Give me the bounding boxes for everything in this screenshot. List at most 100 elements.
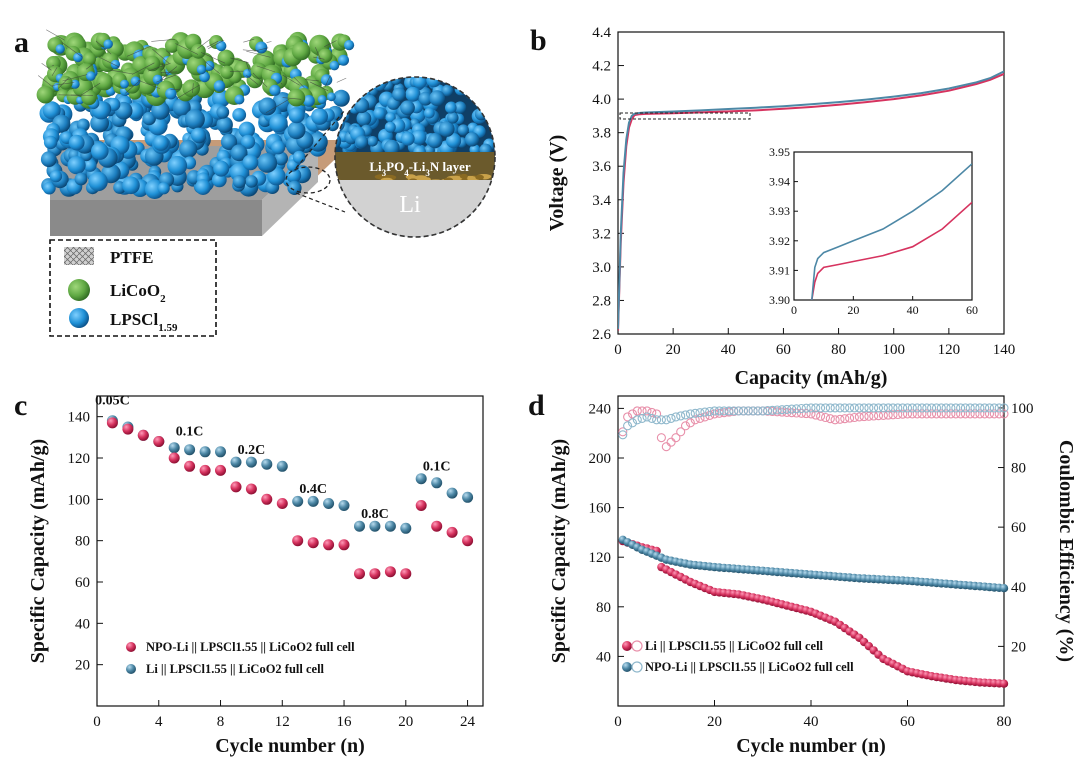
panel-d-ce-point xyxy=(738,406,749,416)
panel-d-letter: d xyxy=(528,389,545,422)
legend-lpscl-label: LPSCl1.59 xyxy=(110,310,178,334)
panel-d-ce-point xyxy=(661,415,671,425)
panel-c-ytick-label: 20 xyxy=(75,658,90,674)
panel-c-point xyxy=(230,481,242,493)
panel-c-ytick-label: 60 xyxy=(75,575,90,591)
panel-d-ce-point xyxy=(806,403,816,413)
panel-d-xlabel: Cycle number (n) xyxy=(736,735,886,757)
panel-c-point xyxy=(338,500,350,511)
panel-b-ytick-label: 3.0 xyxy=(592,260,611,276)
panel-d-ce-point xyxy=(936,409,946,419)
panel-d-ce-point xyxy=(922,403,932,413)
panel-d-ce-point xyxy=(951,403,961,413)
panel-b-xtick-label: 140 xyxy=(993,342,1016,358)
panel-d-ce-point xyxy=(859,412,869,422)
panel-c-point xyxy=(323,539,335,551)
panel-d-ce-point xyxy=(777,407,787,417)
panel-b-letter: b xyxy=(530,24,547,57)
panel-d-ce-point xyxy=(888,410,898,420)
panel-d-ce-point xyxy=(811,403,821,413)
panel-d-capacity-points xyxy=(618,535,1009,688)
panel-c-rate-label: 0.2C xyxy=(238,443,266,458)
panel-d-ce-point xyxy=(830,403,840,413)
panel-b-inset-frame xyxy=(793,151,973,301)
panel-c-point xyxy=(168,452,180,464)
panel-d-ce-point xyxy=(984,409,995,419)
panel-d-ce-point xyxy=(787,404,797,414)
panel-d-ce-point xyxy=(623,421,633,431)
panel-b-inset-ytick-label: 3.90 xyxy=(769,293,790,307)
li-label: Li xyxy=(399,192,421,218)
panel-d-capacity-point xyxy=(999,584,1009,593)
panel-d-ce-point xyxy=(676,427,686,437)
panel-d-ce-point xyxy=(820,412,831,423)
legend-licoo2-label: LiCoO2 xyxy=(110,281,166,305)
panel-d-ce-point xyxy=(883,403,893,413)
panel-d-ce-point xyxy=(946,403,956,413)
legend-marker-icon xyxy=(126,664,136,674)
panel-b-inset-series xyxy=(811,163,972,300)
panel-d-ce-point xyxy=(695,408,705,418)
panel-b-xtick-label: 80 xyxy=(831,342,846,358)
panel-d-ce-point xyxy=(893,409,903,420)
panel-d-ce-point xyxy=(989,409,999,419)
panel-d-ce-point xyxy=(700,412,710,422)
panel-d-ce-point xyxy=(642,412,652,422)
panel-c-point xyxy=(199,464,211,476)
panel-c-ytick-label: 140 xyxy=(68,410,91,426)
panel-d-ytick-right-label: 20 xyxy=(1011,639,1026,655)
panel-c-xtick-label: 4 xyxy=(155,714,163,730)
panel-c-point xyxy=(462,535,474,547)
panel-d-ce-point xyxy=(632,415,642,425)
panel-d-ce-point xyxy=(907,403,917,413)
panel-d-ce-point xyxy=(791,404,802,414)
panel-b-plot-frame xyxy=(617,31,1005,335)
panel-d-ce-point xyxy=(845,403,855,413)
panel-d-ytick-label: 160 xyxy=(589,501,612,517)
panel-d-ce-point xyxy=(970,403,980,413)
interphase-layer-label: Li3PO4-Li3N layer xyxy=(369,159,471,178)
panel-c-point xyxy=(384,566,396,578)
panel-d-ce-point xyxy=(652,415,662,425)
panel-d-ce-point xyxy=(917,409,927,419)
panel-c-point xyxy=(215,446,226,458)
panel-d-ce-point xyxy=(830,415,840,425)
panel-c-ylabel: Specific Capacity (mAh/g) xyxy=(27,439,49,663)
panel-d-legend: Li || LPSCl1.55 || LiCoO2 full cell NPO-L… xyxy=(622,639,854,674)
panel-d-ce-point xyxy=(975,409,985,419)
panel-d-ce-point xyxy=(927,403,937,413)
panel-d-ce-point xyxy=(912,409,922,419)
panel-d-ce-point xyxy=(820,403,831,413)
panel-b-inset-ytick-label: 3.93 xyxy=(769,204,790,218)
panel-d-ce-point xyxy=(714,406,724,416)
panel-d-xtick-label: 60 xyxy=(900,714,915,730)
panel-d-ce-point xyxy=(907,409,917,419)
panel-d-ce-point xyxy=(956,403,966,413)
panel-d-legend-label-1: NPO-Li || LPSCl1.55 || LiCoO2 full cell xyxy=(645,660,854,674)
panel-b-ylabel: Voltage (V) xyxy=(546,135,568,231)
panel-d-ce-point xyxy=(652,409,662,419)
panel-b-ytick-label: 4.4 xyxy=(592,25,611,41)
panel-d-capacity-point xyxy=(999,679,1009,688)
panel-d-xtick-label: 80 xyxy=(997,714,1012,730)
panel-d-ce-point xyxy=(816,403,826,413)
panel-b-inset-xtick-label: 0 xyxy=(791,303,797,317)
panel-d-ce-point xyxy=(690,415,700,425)
panel-c-point xyxy=(307,537,319,549)
panel-d-ce-point xyxy=(671,412,681,422)
panel-c-xtick-label: 20 xyxy=(398,714,413,730)
panel-d-ce-point xyxy=(763,406,773,416)
legend-marker-icon xyxy=(126,642,136,652)
panel-d-ce-point xyxy=(980,409,990,419)
panel-b-xlabel: Capacity (mAh/g) xyxy=(735,367,888,389)
panel-d-ce-point xyxy=(849,403,859,413)
panel-d-ce-point xyxy=(709,409,720,419)
panel-c-point xyxy=(292,535,304,547)
panel-c-point xyxy=(431,477,443,489)
panel-d-ce-point xyxy=(965,409,975,419)
panel-c-point xyxy=(323,498,335,509)
panel-d-ce-point xyxy=(627,409,638,419)
panel-b-ytick-label: 3.6 xyxy=(592,159,611,175)
panel-b-inset-series-0-line xyxy=(811,201,972,300)
panel-c-point xyxy=(446,526,458,538)
